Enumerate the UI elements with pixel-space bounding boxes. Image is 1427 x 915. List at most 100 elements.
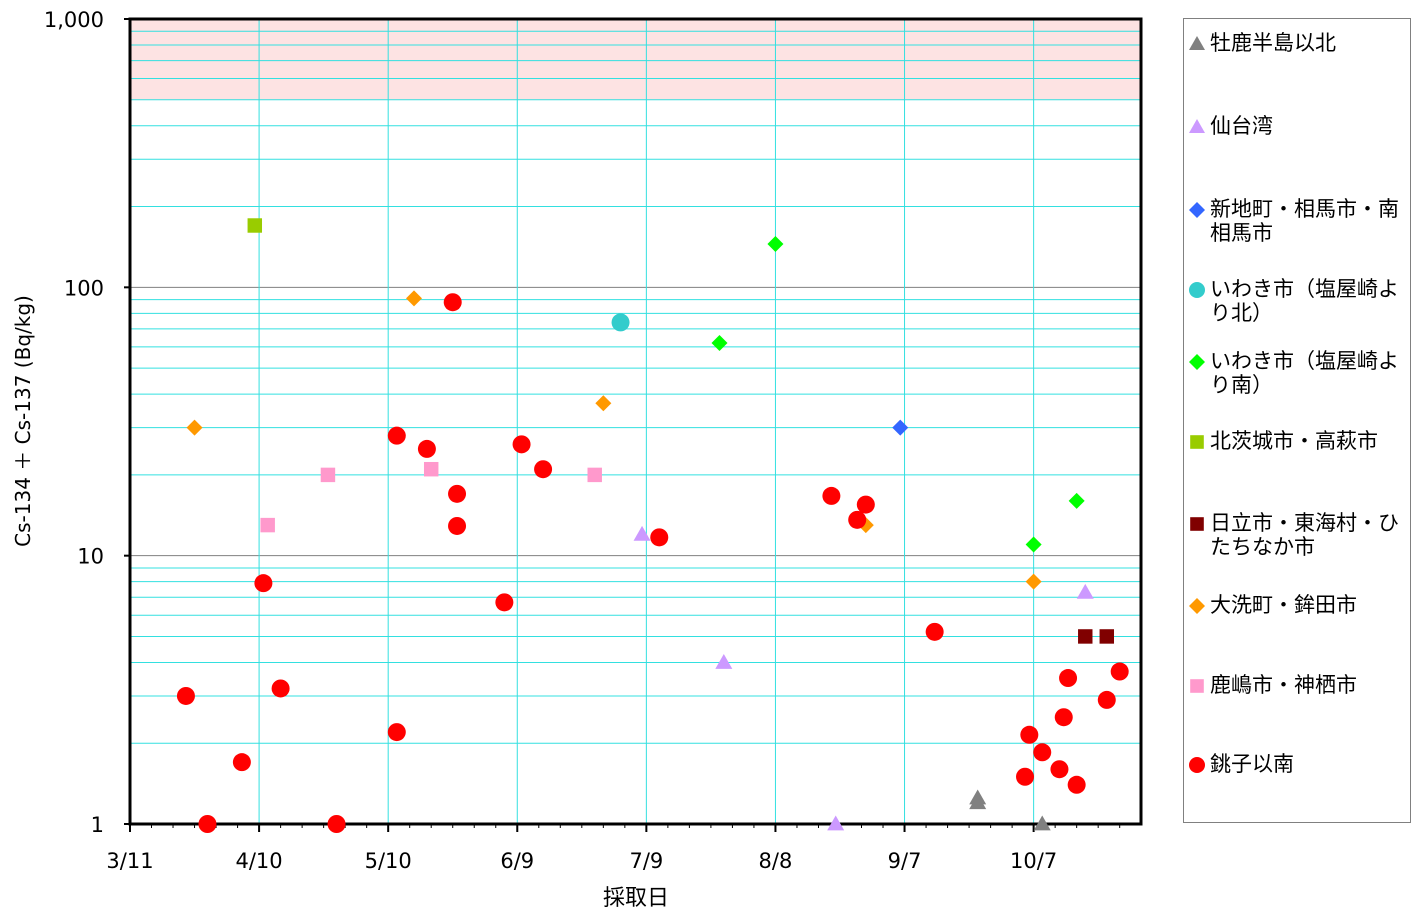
data-point <box>1050 760 1069 779</box>
series-group <box>969 789 1051 831</box>
data-point <box>650 528 669 547</box>
data-point <box>405 290 422 307</box>
data-point <box>186 419 203 436</box>
legend-label: 鹿嶋市・神栖市 <box>1210 673 1357 697</box>
data-point <box>1110 662 1129 681</box>
data-point <box>1076 583 1094 599</box>
data-point <box>443 293 462 312</box>
x-tick-label: 5/10 <box>365 849 412 873</box>
x-tick-label: 8/8 <box>759 849 793 873</box>
legend-marker-shape <box>1189 354 1205 370</box>
legend: 牡鹿半島以北 仙台湾 新地町・相馬市・南相馬市 いわき市（塩屋崎より北） いわき市（塩屋… <box>1183 18 1411 823</box>
legend-marker-icon <box>1190 435 1204 449</box>
data-point <box>448 484 467 503</box>
legend-label: 大洗町・鉾田市 <box>1210 593 1357 617</box>
data-point <box>260 517 275 533</box>
x-tick-label: 10/7 <box>1010 849 1057 873</box>
data-point <box>232 753 251 772</box>
x-tick-label: 4/10 <box>236 849 283 873</box>
series-group <box>247 218 263 233</box>
data-point <box>387 426 406 445</box>
legend-label: 銚子以南 <box>1210 752 1294 776</box>
data-point <box>611 313 630 332</box>
x-tick-label: 6/9 <box>500 849 534 873</box>
y-tick-label: 10 <box>77 545 104 569</box>
legend-marker-shape <box>1189 36 1205 50</box>
legend-marker-icon <box>1189 282 1205 298</box>
legend-marker-shape <box>1189 757 1205 773</box>
data-point <box>925 622 944 641</box>
x-axis-label: 採取日 <box>603 886 669 911</box>
data-point <box>495 593 514 612</box>
legend-label: 仙台湾 <box>1210 114 1273 138</box>
data-point <box>1025 573 1042 590</box>
data-point <box>587 467 602 483</box>
data-point <box>633 525 651 541</box>
data-point <box>969 789 987 805</box>
data-point <box>848 510 867 529</box>
series-group <box>611 313 630 332</box>
legend-marker-icon <box>1189 354 1205 370</box>
data-point <box>1078 629 1093 644</box>
highlight-band <box>130 19 1141 100</box>
data-point <box>1020 725 1039 744</box>
legend-marker-icon <box>1190 679 1204 693</box>
legend-label: 日立市・東海村・ひたちなか市 <box>1210 511 1399 559</box>
legend-marker-shape <box>1189 119 1205 133</box>
data-point <box>767 236 784 253</box>
legend-label: 牡鹿半島以北 <box>1210 31 1336 55</box>
plot-border <box>128 17 1143 826</box>
data-point <box>448 516 467 535</box>
x-tick-label: 3/11 <box>106 849 153 873</box>
data-point <box>1097 690 1116 709</box>
data-point <box>534 460 553 479</box>
legend-marker-icon <box>1189 598 1205 614</box>
data-point <box>254 574 273 593</box>
data-point <box>423 461 439 477</box>
data-point <box>320 467 336 483</box>
data-point <box>387 723 406 742</box>
legend-label: いわき市（塩屋崎より北） <box>1210 277 1399 325</box>
x-tick-label: 7/9 <box>629 849 663 873</box>
data-point <box>1054 708 1073 727</box>
data-point <box>715 653 733 669</box>
data-point <box>1067 775 1086 794</box>
data-point <box>1068 492 1085 509</box>
data-point <box>176 686 195 705</box>
data-point <box>417 439 436 458</box>
y-tick-label: 100 <box>64 276 104 300</box>
y-tick-label: 1,000 <box>44 8 104 32</box>
series-group <box>633 525 1094 831</box>
legend-label: 新地町・相馬市・南相馬市 <box>1210 197 1399 245</box>
series-group <box>186 290 1042 590</box>
data-point <box>827 815 845 831</box>
data-point <box>1099 629 1115 644</box>
data-point <box>1059 669 1078 688</box>
data-point <box>711 335 728 352</box>
series-group <box>711 236 1085 553</box>
legend-marker-shape <box>1190 679 1204 693</box>
data-point <box>856 495 875 514</box>
legend-marker-shape <box>1189 282 1205 298</box>
data-point <box>1025 536 1042 553</box>
series-group <box>176 293 1129 833</box>
legend-marker-icon <box>1190 517 1204 531</box>
data-point <box>1033 815 1051 831</box>
legend-marker-icon <box>1189 757 1205 773</box>
data-point <box>271 679 290 698</box>
data-point <box>822 486 841 505</box>
legend-marker-shape <box>1189 598 1205 614</box>
x-tick-label: 9/7 <box>888 849 922 873</box>
legend-marker-icon <box>1189 36 1205 50</box>
legend-marker-shape <box>1190 435 1204 449</box>
series-group <box>892 419 909 436</box>
legend-marker-icon <box>1189 202 1205 218</box>
y-axis-label: Cs-134 ＋ Cs-137 (Bq/kg) <box>11 295 35 547</box>
legend-label: 北茨城市・高萩市 <box>1210 429 1378 453</box>
legend-marker-shape <box>1190 517 1204 531</box>
plot-area <box>130 19 1141 824</box>
data-point <box>1033 743 1052 762</box>
series-group <box>260 461 602 533</box>
data-point <box>892 419 909 436</box>
